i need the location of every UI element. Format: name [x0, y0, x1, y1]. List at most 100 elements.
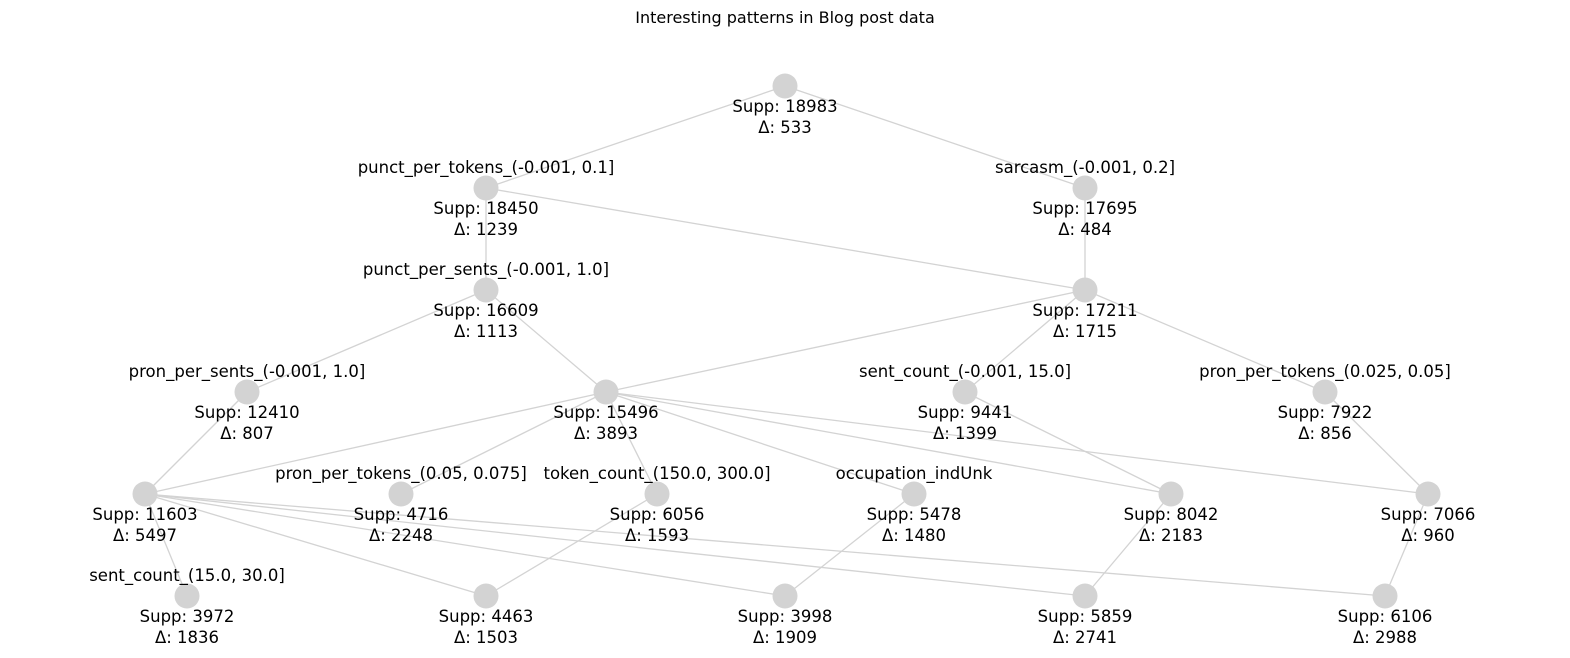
node-delta-label: Δ: 3893	[574, 424, 638, 443]
node-marker	[952, 379, 978, 405]
edge-n12-n17	[784, 493, 915, 597]
node-delta-label: Δ: 533	[758, 118, 812, 137]
node-marker	[1072, 175, 1098, 201]
edge-n11-n16	[485, 493, 658, 597]
edge-n1-n4	[485, 187, 1086, 291]
node-name-label: pron_per_tokens_(0.025, 0.05]	[1199, 362, 1451, 382]
node-delta-label: Δ: 484	[1058, 220, 1112, 239]
node-support-label: Supp: 4463	[439, 607, 534, 626]
node-support-label: Supp: 9441	[918, 403, 1013, 422]
node-support-label: Supp: 8042	[1124, 505, 1219, 524]
node-support-label: Supp: 6106	[1338, 607, 1433, 626]
edge-n4-n8	[1084, 289, 1326, 393]
node-marker	[772, 583, 798, 609]
edge-n13-n18	[1084, 493, 1172, 597]
node-marker	[1158, 481, 1184, 507]
node-delta-label: Δ: 2183	[1139, 526, 1203, 545]
node-marker	[473, 277, 499, 303]
node-support-label: Supp: 5859	[1038, 607, 1133, 626]
edge-n5-n9	[144, 391, 248, 495]
node-n12: occupation_indUnk Supp: 5478 Δ: 1480	[836, 464, 993, 545]
edge-n9-n18	[144, 493, 1086, 597]
node-marker	[644, 481, 670, 507]
node-support-label: Supp: 12410	[194, 403, 299, 422]
node-name-label: punct_per_tokens_(-0.001, 0.1]	[358, 158, 615, 178]
node-marker	[1072, 277, 1098, 303]
edge-n4-n7	[964, 289, 1086, 393]
node-delta-label: Δ: 2248	[369, 526, 433, 545]
node-n16: Supp: 4463 Δ: 1503	[439, 583, 534, 647]
node-delta-label: Δ: 1836	[155, 628, 219, 647]
node-name-label: sent_count_(-0.001, 15.0]	[859, 362, 1071, 382]
node-marker	[1415, 481, 1441, 507]
node-support-label: Supp: 11603	[92, 505, 197, 524]
node-marker	[388, 481, 414, 507]
node-support-label: Supp: 5478	[867, 505, 962, 524]
edge-n6-n10	[400, 391, 607, 495]
node-delta-label: Δ: 1715	[1053, 322, 1117, 341]
edge-n6-n13	[605, 391, 1172, 495]
node-delta-label: Δ: 1399	[933, 424, 997, 443]
edge-n3-n6	[485, 289, 607, 393]
node-marker	[1312, 379, 1338, 405]
node-n10: pron_per_tokens_(0.05, 0.075] Supp: 4716 Δ…	[275, 464, 527, 545]
graph-title: Interesting patterns in Blog post data	[635, 8, 935, 27]
edge-n9-n19	[144, 493, 1386, 597]
node-n19: Supp: 6106 Δ: 2988	[1338, 583, 1433, 647]
node-delta-label: Δ: 5497	[113, 526, 177, 545]
node-n4: Supp: 17211 Δ: 1715	[1032, 277, 1138, 341]
node-support-label: Supp: 15496	[553, 403, 658, 422]
node-name-label: punct_per_sents_(-0.001, 1.0]	[363, 260, 609, 280]
edge-root-n2	[784, 85, 1086, 189]
edge-n6-n11	[605, 391, 658, 495]
edge-n14-n19	[1384, 493, 1429, 597]
node-n18: Supp: 5859 Δ: 2741	[1038, 583, 1133, 647]
node-n15: sent_count_(15.0, 30.0] Supp: 3972 Δ: 1836	[89, 566, 285, 647]
edge-n3-n5	[246, 289, 487, 393]
node-name-label: sent_count_(15.0, 30.0]	[89, 566, 285, 586]
node-marker	[593, 379, 619, 405]
node-n9: Supp: 11603 Δ: 5497	[92, 481, 198, 545]
node-delta-label: Δ: 1239	[454, 220, 518, 239]
node-n8: pron_per_tokens_(0.025, 0.05] Supp: 7922 Δ…	[1199, 362, 1451, 443]
node-support-label: Supp: 7066	[1381, 505, 1476, 524]
node-delta-label: Δ: 1113	[454, 322, 518, 341]
node-delta-label: Δ: 1593	[625, 526, 689, 545]
node-support-label: Supp: 3998	[738, 607, 833, 626]
node-delta-label: Δ: 1480	[882, 526, 946, 545]
node-marker	[473, 583, 499, 609]
node-n14: Supp: 7066 Δ: 960	[1381, 481, 1476, 545]
edge-n9-n15	[144, 493, 188, 597]
node-support-label: Supp: 17211	[1032, 301, 1137, 320]
node-n6: Supp: 15496 Δ: 3893	[553, 379, 659, 443]
node-n7: sent_count_(-0.001, 15.0] Supp: 9441 Δ: 13…	[859, 362, 1071, 443]
node-n11: token_count_(150.0, 300.0] Supp: 6056 Δ: 1…	[543, 464, 770, 545]
node-support-label: Supp: 4716	[354, 505, 449, 524]
edge-n9-n16	[144, 493, 487, 597]
node-name-label: sarcasm_(-0.001, 0.2]	[995, 158, 1175, 178]
node-name-label: pron_per_tokens_(0.05, 0.075]	[275, 464, 527, 484]
node-delta-label: Δ: 856	[1298, 424, 1352, 443]
node-delta-label: Δ: 960	[1401, 526, 1455, 545]
nodes-layer: Supp: 18983 Δ: 533 punct_per_tokens_(-0.00…	[89, 73, 1476, 647]
node-marker	[174, 583, 200, 609]
node-delta-label: Δ: 1503	[454, 628, 518, 647]
node-root: Supp: 18983 Δ: 533	[732, 73, 838, 137]
node-delta-label: Δ: 807	[220, 424, 274, 443]
node-n17: Supp: 3998 Δ: 1909	[738, 583, 833, 647]
node-marker	[132, 481, 158, 507]
edges-layer	[144, 85, 1429, 597]
node-marker	[1072, 583, 1098, 609]
node-support-label: Supp: 17695	[1032, 199, 1137, 218]
node-delta-label: Δ: 2988	[1353, 628, 1417, 647]
node-support-label: Supp: 7922	[1278, 403, 1373, 422]
edge-n8-n14	[1324, 391, 1429, 495]
node-support-label: Supp: 3972	[140, 607, 235, 626]
node-support-label: Supp: 16609	[433, 301, 538, 320]
node-name-label: occupation_indUnk	[836, 464, 993, 484]
node-marker	[901, 481, 927, 507]
node-support-label: Supp: 6056	[610, 505, 705, 524]
node-marker	[772, 73, 798, 99]
node-name-label: pron_per_sents_(-0.001, 1.0]	[129, 362, 366, 382]
node-n13: Supp: 8042 Δ: 2183	[1124, 481, 1219, 545]
